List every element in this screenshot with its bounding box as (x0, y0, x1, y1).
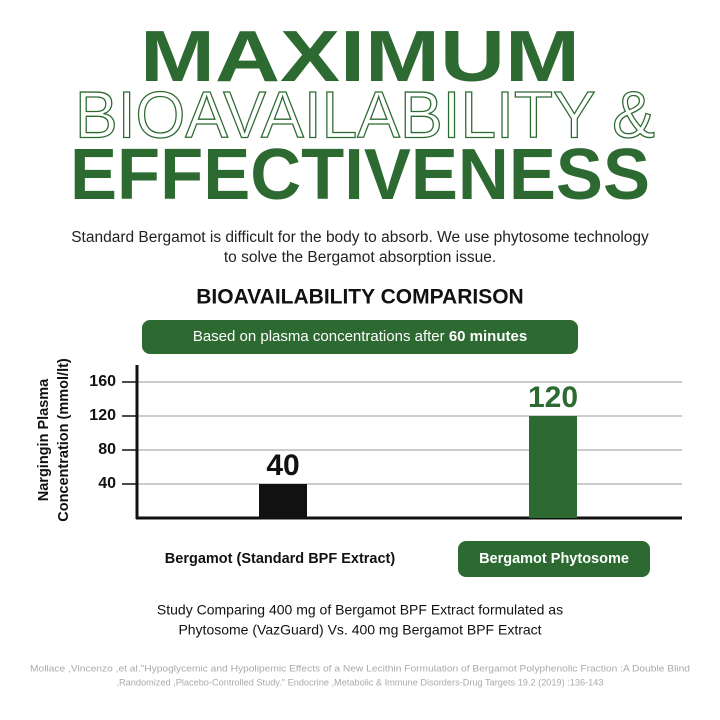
value-label: 40 (266, 449, 299, 482)
description: to solve the Bergamot absorption issue. (224, 249, 496, 266)
subtitle-text: Based on plasma concentrations after (193, 328, 445, 345)
bar (529, 416, 577, 518)
headline: BIOAVAILABILITY & (75, 77, 655, 151)
citation: Mollace ,Vincenzo ,et al."Hypoglycemic a… (30, 663, 690, 673)
headline: EFFECTIVENESS (70, 135, 650, 215)
y-tick-label: 80 (98, 441, 116, 458)
x-tick-label: Bergamot (Standard BPF Extract) (165, 551, 396, 567)
subtitle-pill (142, 320, 578, 354)
y-tick-label: 120 (89, 407, 116, 424)
value-label: 120 (528, 381, 578, 414)
headline: MAXIMUM (140, 17, 580, 97)
x-tick-label: Bergamot Phytosome (479, 551, 629, 567)
bar (259, 484, 307, 518)
y-axis-label: Concentration (mmol/lt) (56, 358, 72, 522)
chart-title: BIOAVAILABILITY COMPARISON (196, 286, 523, 309)
chart-subtitle: Based on plasma concentrations after 60 … (193, 328, 527, 345)
y-tick-label: 40 (98, 475, 116, 492)
description: Standard Bergamot is difficult for the b… (71, 229, 649, 246)
y-axis-label: Nargingin Plasma (36, 378, 52, 501)
y-tick-label: 160 (89, 373, 116, 390)
citation: ,Randomized ,Placebo-Controlled Study." … (116, 677, 603, 687)
study-note: Study Comparing 400 mg of Bergamot BPF E… (157, 602, 563, 618)
category-pill (458, 541, 650, 577)
subtitle-emphasis: 60 minutes (449, 328, 527, 345)
study-note: Phytosome (VazGuard) Vs. 400 mg Bergamot… (178, 622, 541, 638)
